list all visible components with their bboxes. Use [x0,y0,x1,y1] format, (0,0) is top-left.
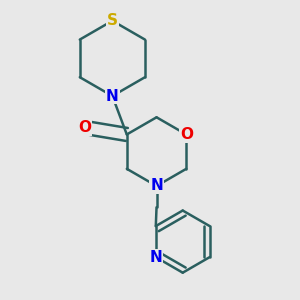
Text: N: N [150,178,163,194]
Text: O: O [78,120,91,135]
Text: N: N [149,250,162,265]
Text: S: S [107,13,118,28]
Text: O: O [180,127,193,142]
Text: N: N [106,88,119,104]
